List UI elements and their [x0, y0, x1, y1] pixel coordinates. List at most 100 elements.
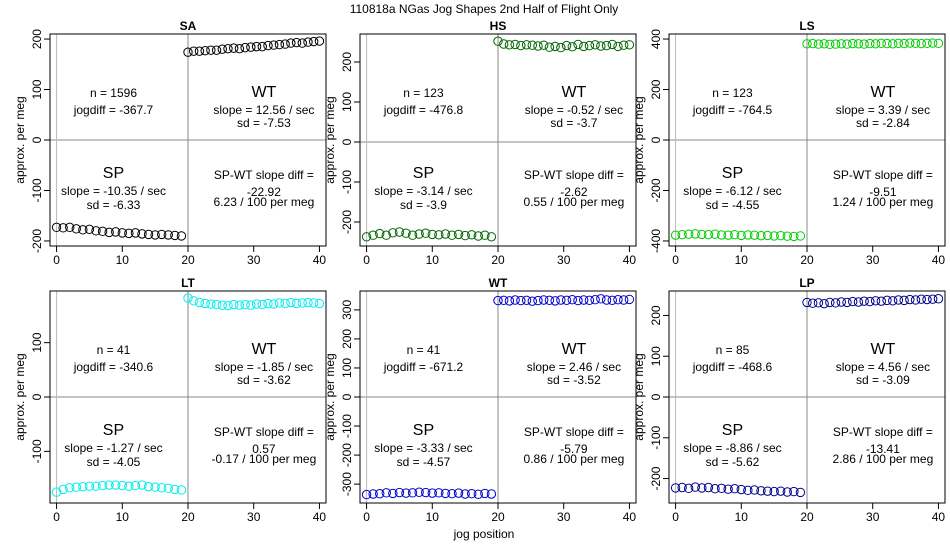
- wt-point: [813, 298, 824, 308]
- x-tick-label: 10: [735, 510, 749, 524]
- sp-point: [170, 484, 180, 495]
- wt-point: [183, 47, 193, 57]
- sp-point: [65, 222, 75, 233]
- wt-point: [274, 39, 285, 50]
- y-tick-label: 100: [340, 358, 354, 378]
- sp-point: [407, 488, 418, 498]
- sp-point: [157, 229, 167, 240]
- wt-point: [183, 293, 193, 303]
- wt-point: [274, 298, 285, 308]
- sp-point: [401, 488, 411, 498]
- wt-slope-label: slope = 12.56 / sec: [213, 103, 314, 117]
- figure-xlabel: jog position: [453, 527, 515, 541]
- sp-point: [104, 227, 114, 238]
- y-tick-label: 0: [649, 393, 663, 400]
- wt-point: [624, 40, 635, 50]
- sp-point: [434, 488, 444, 498]
- diff-heading: SP-WT slope diff =: [833, 168, 933, 182]
- wt-heading: WT: [251, 84, 276, 101]
- wt-point: [297, 38, 307, 48]
- x-tick-label: 40: [932, 510, 946, 524]
- panel-wt: WT 0 10 20 30 40 -300 -200 -100 0 100 200 300 approx.…: [323, 276, 637, 524]
- wt-point: [303, 37, 313, 47]
- sp-sd-label: sd = -5.62: [706, 455, 760, 469]
- wt-point: [194, 46, 205, 56]
- wt-point: [579, 295, 589, 305]
- sp-point: [117, 480, 127, 491]
- wt-point: [561, 40, 572, 51]
- sp-point: [670, 483, 681, 493]
- wt-point: [263, 40, 273, 51]
- wt-point: [836, 297, 846, 307]
- wt-point: [893, 295, 904, 305]
- sp-point: [388, 228, 398, 238]
- sp-point: [78, 225, 88, 235]
- diff-norm: 1.24 / 100 per meg: [833, 195, 934, 209]
- wt-sd-label: sd = -3.62: [237, 373, 291, 387]
- y-tick-label: 100: [30, 79, 44, 99]
- wt-point: [836, 39, 846, 49]
- sp-heading: SP: [413, 165, 434, 182]
- wt-heading: WT: [870, 84, 895, 101]
- sp-sd-label: sd = -4.05: [87, 455, 141, 469]
- sp-sd-label: sd = -6.33: [87, 198, 141, 212]
- wt-point: [223, 300, 233, 311]
- sp-point: [58, 223, 68, 233]
- wt-slope-label: slope = 3.39 / sec: [836, 103, 930, 117]
- wt-point: [251, 299, 262, 309]
- wt-point: [556, 295, 566, 305]
- sp-point: [111, 480, 121, 490]
- wt-point: [194, 297, 205, 308]
- panel-title: LS: [799, 19, 814, 33]
- wt-point: [217, 300, 227, 310]
- x-tick-label: 30: [247, 510, 261, 524]
- sp-point: [736, 484, 746, 495]
- diff-heading: SP-WT slope diff =: [833, 425, 933, 439]
- jogdiff-label: jogdiff = -468.6: [692, 360, 773, 374]
- sp-point: [486, 232, 497, 242]
- n-label: n = 123: [712, 86, 753, 100]
- wt-heading: WT: [561, 341, 586, 358]
- wt-point: [624, 294, 635, 305]
- sp-point: [769, 486, 779, 497]
- sp-point: [51, 222, 62, 233]
- wt-point: [309, 36, 319, 47]
- y-tick-label: 100: [340, 92, 354, 112]
- sp-point: [427, 488, 437, 498]
- wt-point: [539, 40, 549, 50]
- diff-value: -13.41: [866, 442, 900, 456]
- x-tick-label: 0: [53, 253, 60, 267]
- wt-point: [527, 296, 537, 306]
- sp-sd-label: sd = -3.9: [400, 198, 447, 212]
- sp-point: [71, 482, 81, 492]
- wt-point: [910, 295, 921, 305]
- sp-point: [723, 230, 733, 240]
- wt-point: [217, 44, 227, 54]
- n-label: n = 1596: [90, 86, 137, 100]
- wt-heading: WT: [870, 341, 895, 358]
- sp-point: [401, 228, 411, 238]
- y-tick-label: -200: [649, 178, 663, 202]
- wt-point: [269, 40, 279, 50]
- wt-point: [211, 45, 222, 55]
- y-tick-label: 0: [340, 138, 354, 145]
- wt-point: [905, 38, 915, 48]
- wt-point: [819, 298, 829, 309]
- wt-point: [928, 38, 938, 48]
- wt-point: [229, 299, 239, 310]
- sp-point: [143, 481, 154, 492]
- panel-ls: LS 0 10 20 30 40 -400 -200 0 200 400 approx. per me…: [632, 19, 946, 267]
- wt-point: [842, 297, 852, 308]
- sp-point: [789, 231, 799, 242]
- sp-slope-label: slope = -8.86 / sec: [683, 441, 781, 455]
- sp-slope-label: slope = -6.12 / sec: [683, 184, 781, 198]
- wt-point: [933, 38, 944, 49]
- wt-point: [865, 38, 875, 49]
- panel-title: HS: [490, 19, 507, 33]
- sp-point: [65, 483, 75, 493]
- wt-point: [297, 298, 307, 308]
- wt-point: [825, 39, 835, 50]
- wt-point: [802, 297, 812, 308]
- sp-point: [756, 486, 766, 496]
